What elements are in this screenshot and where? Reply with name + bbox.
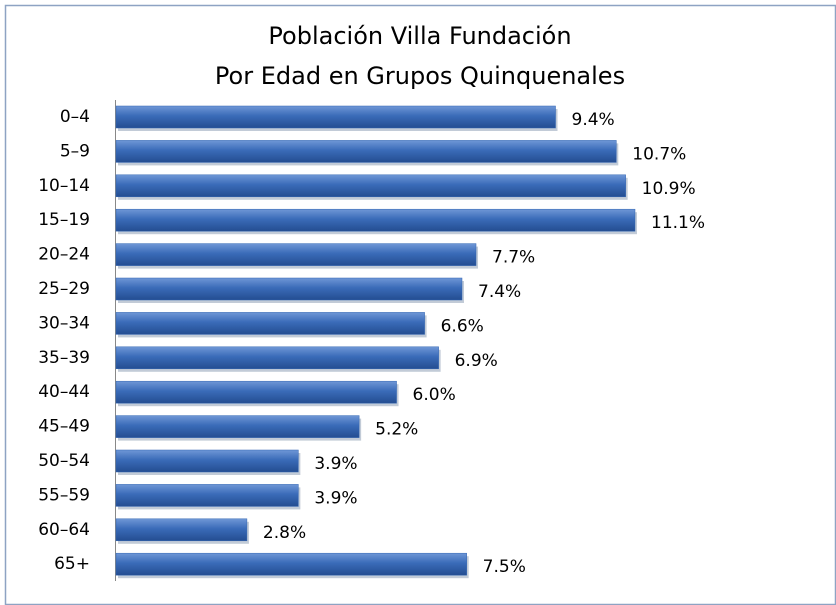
bar — [115, 449, 299, 473]
category-label: 30–34 — [38, 313, 90, 333]
value-label: 6.9% — [455, 351, 498, 371]
chart-frame — [4, 4, 836, 605]
category-label: 10–14 — [38, 176, 90, 196]
value-label: 6.0% — [413, 385, 456, 405]
value-label: 6.6% — [441, 316, 484, 336]
value-label: 7.5% — [483, 557, 526, 577]
category-label: 55–59 — [38, 485, 90, 505]
value-label: 9.4% — [572, 110, 615, 130]
value-label: 5.2% — [375, 420, 418, 440]
bar — [115, 174, 626, 198]
value-label: 2.8% — [263, 523, 306, 543]
category-label: 20–24 — [38, 245, 90, 265]
bar — [115, 484, 299, 507]
bar — [115, 243, 477, 266]
bar — [115, 415, 360, 438]
category-label: 45–49 — [38, 417, 90, 437]
bar — [115, 518, 248, 542]
bar — [115, 312, 425, 335]
category-label: 60–64 — [38, 520, 90, 540]
bar — [115, 277, 463, 301]
value-label: 3.9% — [314, 488, 357, 508]
bar — [115, 140, 617, 163]
chart-subtitle: Por Edad en Grupos Quinquenales — [215, 62, 625, 90]
chart-title: Población Villa Fundación — [268, 22, 571, 50]
bar — [115, 105, 556, 129]
value-label: 10.7% — [632, 144, 686, 164]
value-label: 7.7% — [492, 248, 535, 268]
value-label: 11.1% — [651, 213, 705, 233]
category-label: 40–44 — [38, 382, 90, 402]
category-label: 5–9 — [60, 141, 90, 161]
category-label: 0–4 — [60, 107, 90, 127]
category-label: 65+ — [54, 554, 90, 574]
value-label: 3.9% — [314, 454, 357, 474]
category-label: 15–19 — [38, 210, 90, 230]
bar — [115, 380, 397, 404]
bar — [115, 208, 636, 232]
category-label: 50–54 — [38, 451, 90, 471]
bar — [115, 346, 439, 370]
bar — [115, 552, 467, 576]
value-label: 10.9% — [642, 179, 696, 199]
category-label: 25–29 — [38, 279, 90, 299]
value-label: 7.4% — [478, 282, 521, 302]
category-label: 35–39 — [38, 348, 90, 368]
